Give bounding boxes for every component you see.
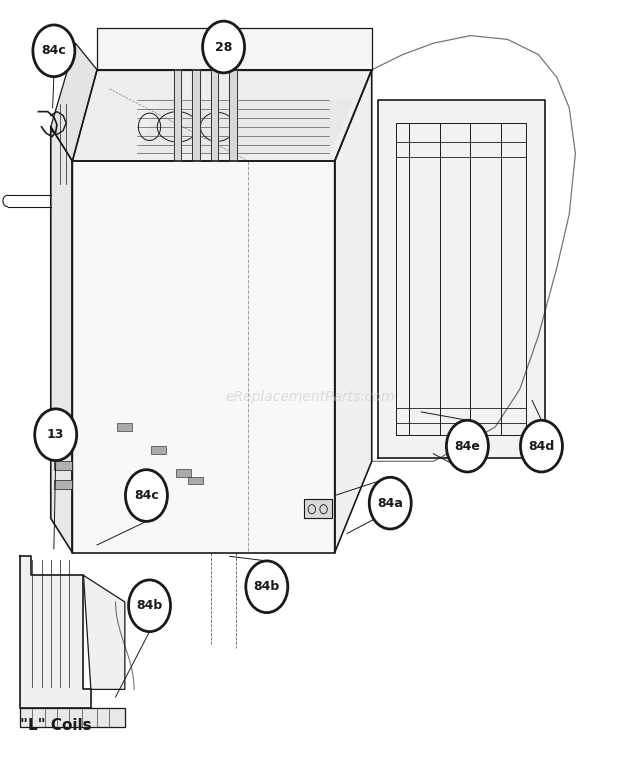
- Circle shape: [125, 470, 167, 521]
- Text: 84c: 84c: [134, 489, 159, 502]
- Circle shape: [520, 420, 562, 472]
- Text: 28: 28: [215, 40, 232, 53]
- Polygon shape: [192, 69, 200, 159]
- Bar: [54, 461, 73, 470]
- Text: 84c: 84c: [42, 44, 66, 57]
- Circle shape: [33, 25, 75, 76]
- Text: 84e: 84e: [454, 439, 480, 452]
- Circle shape: [446, 420, 489, 472]
- Text: 84b: 84b: [254, 580, 280, 594]
- Bar: [151, 446, 166, 454]
- Text: 84d: 84d: [528, 439, 554, 452]
- Polygon shape: [335, 69, 372, 552]
- Polygon shape: [137, 100, 353, 153]
- Polygon shape: [378, 100, 544, 458]
- Polygon shape: [174, 69, 181, 159]
- Text: "L" Coils: "L" Coils: [20, 718, 92, 732]
- Text: 13: 13: [47, 428, 64, 441]
- Circle shape: [35, 409, 77, 461]
- Circle shape: [128, 580, 171, 632]
- Polygon shape: [20, 708, 125, 727]
- Bar: [188, 477, 203, 485]
- Circle shape: [246, 561, 288, 613]
- Polygon shape: [304, 499, 332, 518]
- Bar: [176, 469, 191, 477]
- Polygon shape: [97, 28, 372, 69]
- Polygon shape: [84, 575, 125, 690]
- Polygon shape: [73, 69, 372, 161]
- Polygon shape: [20, 556, 91, 708]
- Circle shape: [370, 478, 411, 529]
- Polygon shape: [211, 69, 218, 159]
- Text: 84b: 84b: [136, 599, 162, 612]
- Polygon shape: [51, 43, 97, 161]
- Polygon shape: [229, 69, 237, 159]
- Text: 84a: 84a: [378, 497, 403, 510]
- Polygon shape: [73, 161, 335, 552]
- Bar: [117, 423, 132, 431]
- Circle shape: [203, 21, 244, 72]
- Polygon shape: [51, 127, 73, 552]
- Bar: [54, 480, 73, 488]
- Text: eReplacementParts.com: eReplacementParts.com: [225, 390, 395, 404]
